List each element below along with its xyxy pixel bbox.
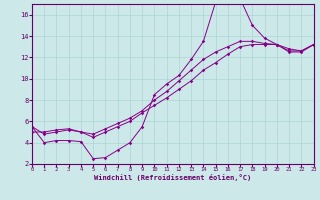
X-axis label: Windchill (Refroidissement éolien,°C): Windchill (Refroidissement éolien,°C) (94, 174, 252, 181)
